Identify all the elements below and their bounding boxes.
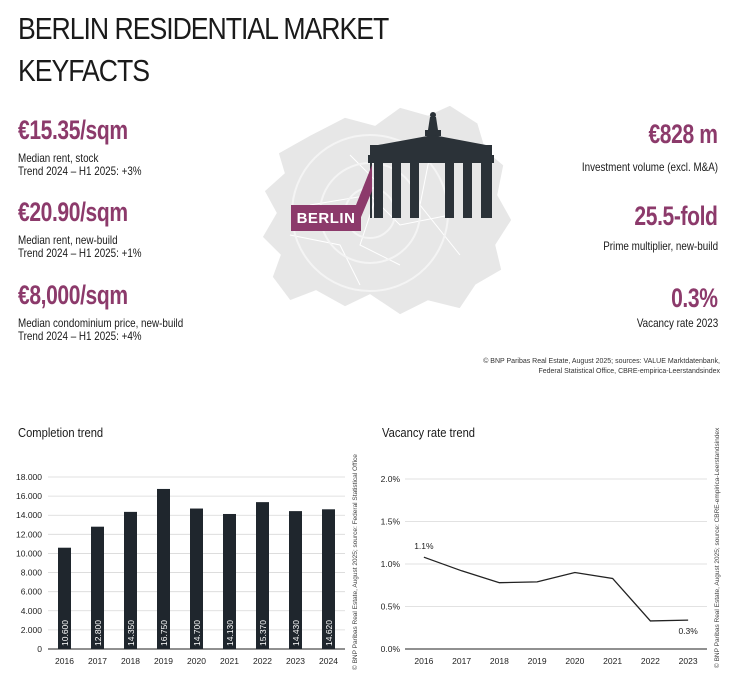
bar-value-label: 14.350 [126, 620, 136, 646]
kpi-median-rent-stock-label: Median rent, stock [18, 151, 99, 165]
bar-chart-xtick-label: 2018 [121, 656, 140, 666]
bar-chart-xtick-label: 2020 [187, 656, 206, 666]
completion-trend-chart: 0 2.000 4.000 6.000 8.000 10.000 12.000 14.000 1… [16, 472, 345, 666]
kpi-vacancy-rate-label: Vacancy rate 2023 [636, 316, 718, 330]
completion-chart-source: © BNP Paribas Real Estate, August 2025; … [352, 454, 359, 670]
bar-chart-ytick-label: 0 [37, 644, 42, 654]
vacancy-chart-source: © BNP Paribas Real Estate, August 2025; … [714, 427, 721, 668]
line-chart-xtick-label: 2016 [414, 656, 433, 666]
page-title: BERLIN RESIDENTIAL MARKET [18, 11, 389, 46]
kpi-prime-multiplier-label: Prime multiplier, new-build [603, 239, 718, 253]
bar-chart-ytick-label: 14.000 [16, 510, 42, 520]
line-chart-ytick-label: 1.0% [381, 559, 401, 569]
bar-chart-xtick-label: 2017 [88, 656, 107, 666]
line-chart-ytick-label: 2.0% [381, 474, 401, 484]
line-start-annotation: 1.1% [414, 541, 434, 551]
kpi-investment-volume-label: Investment volume (excl. M&A) [581, 160, 718, 174]
bar-chart-ytick-label: 6.000 [21, 587, 43, 597]
completion-bar [157, 488, 170, 649]
bar-value-label: 14.700 [192, 620, 202, 646]
bar-value-label: 16.750 [159, 620, 169, 646]
bar-chart-xtick-label: 2023 [286, 656, 305, 666]
kpi-condo-price-value: €8,000/sqm [18, 280, 128, 310]
bar-chart-xtick-label: 2021 [220, 656, 239, 666]
completion-bar [322, 509, 335, 649]
bar-chart-ytick-label: 2.000 [21, 625, 43, 635]
completion-bar [289, 511, 302, 649]
bar-chart-xtick-label: 2022 [253, 656, 272, 666]
kpi-median-rent-stock-trend: Trend 2024 – H1 2025: +3% [18, 164, 142, 178]
bar-value-label: 14.620 [324, 620, 334, 646]
source-line-1: © BNP Paribas Real Estate, August 2025; … [483, 358, 720, 365]
bar-value-label: 14.430 [291, 620, 301, 646]
vacancy-rate-trend-chart: 0.0% 0.5% 1.0% 1.5% 2.0% 2016 2017 2018 2019 2020… [381, 474, 707, 666]
bar-value-label: 10.600 [60, 620, 70, 646]
source-line-2: Federal Statistical Office, CBRE-empiric… [538, 368, 720, 375]
line-chart-ytick-label: 1.5% [381, 517, 401, 527]
line-end-annotation: 0.3% [678, 626, 698, 636]
source-note: © BNP Paribas Real Estate, August 2025; … [483, 357, 720, 377]
kpi-median-rent-stock-value: €15.35/sqm [18, 115, 128, 145]
kpi-condo-price-trend: Trend 2024 – H1 2025: +4% [18, 329, 142, 343]
line-chart-xtick-label: 2022 [641, 656, 660, 666]
completion-bar [223, 513, 236, 649]
bar-chart-xtick-label: 2024 [319, 656, 338, 666]
bar-chart-ytick-label: 8.000 [21, 568, 43, 578]
kpi-prime-multiplier-value: 25.5-fold [634, 201, 718, 231]
bar-value-label: 12.800 [93, 620, 103, 646]
bar-chart-ytick-label: 10.000 [16, 548, 42, 558]
bar-chart-xtick-label: 2016 [55, 656, 74, 666]
bar-value-label: 14.130 [225, 620, 235, 646]
kpi-median-rent-newbuild-trend: Trend 2024 – H1 2025: +1% [18, 246, 142, 260]
completion-bar [91, 526, 104, 649]
vacancy-chart-title: Vacancy rate trend [382, 425, 476, 440]
bar-chart-ytick-label: 4.000 [21, 606, 43, 616]
brandenburg-gate-icon [368, 112, 494, 218]
completion-chart-title: Completion trend [18, 425, 104, 440]
line-chart-xtick-label: 2019 [528, 656, 547, 666]
bar-chart-ytick-label: 16.000 [16, 491, 42, 501]
line-chart-ytick-label: 0.5% [381, 602, 401, 612]
kpi-median-rent-newbuild-value: €20.90/sqm [18, 197, 128, 227]
berlin-label: BERLIN [297, 210, 356, 227]
bar-chart-ytick-label: 12.000 [16, 529, 42, 539]
vacancy-rate-line [423, 556, 689, 622]
line-chart-ytick-label: 0.0% [381, 644, 401, 654]
completion-bar [124, 511, 137, 649]
completion-bar [58, 547, 71, 649]
page-subtitle: KEYFACTS [18, 53, 150, 88]
bar-value-label: 15.370 [258, 620, 268, 646]
line-chart-xtick-label: 2017 [452, 656, 471, 666]
berlin-label-box [291, 205, 361, 231]
line-chart-xtick-label: 2023 [679, 656, 698, 666]
kpi-vacancy-rate-value: 0.3% [671, 283, 719, 313]
bar-chart-ytick-label: 18.000 [16, 472, 42, 482]
completion-bar [256, 502, 269, 649]
line-chart-xtick-label: 2021 [603, 656, 622, 666]
kpi-condo-price-label: Median condominium price, new-build [18, 316, 184, 330]
bar-chart-xtick-label: 2019 [154, 656, 173, 666]
line-chart-xtick-label: 2018 [490, 656, 509, 666]
kpi-median-rent-newbuild-label: Median rent, new-build [18, 233, 118, 247]
kpi-investment-volume-value: €828 m [648, 119, 718, 149]
completion-bar [190, 508, 203, 649]
berlin-map-illustration: BERLIN [261, 104, 513, 316]
line-chart-xtick-label: 2020 [565, 656, 584, 666]
